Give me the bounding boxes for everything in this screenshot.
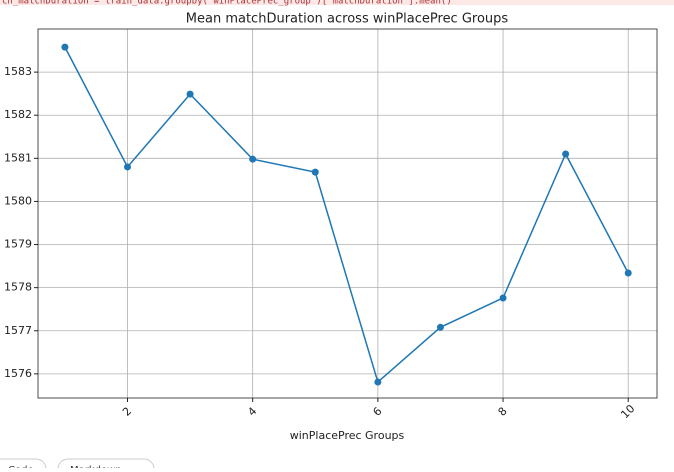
plot-frame (37, 28, 658, 399)
x-axis-label: winPlacePrec Groups (290, 429, 405, 442)
y-tick-label: 1580 (4, 194, 32, 207)
marker (249, 155, 257, 163)
chart-title: Mean matchDuration across winPlacePrec G… (186, 12, 509, 27)
y-tick-label: 1577 (4, 324, 32, 337)
marker (499, 294, 507, 302)
x-tick-label: 4 (245, 405, 259, 419)
x-tick-label: 8 (496, 405, 510, 419)
marker (311, 168, 319, 176)
y-tick-label: 1576 (4, 367, 32, 380)
code-line: ch_matchDuration = train_data.groupby('w… (2, 0, 452, 7)
marker (436, 323, 444, 331)
y-tick-label: 1578 (4, 281, 32, 294)
marker (61, 43, 69, 51)
y-tick-label: 1581 (4, 151, 32, 164)
y-tick-label: 1582 (4, 108, 32, 121)
x-tick-label: 10 (618, 402, 637, 421)
line (64, 46, 629, 384)
x-tick-label: 6 (370, 405, 384, 419)
y-tick-label: 1579 (4, 238, 32, 251)
marker (186, 90, 194, 98)
marker (562, 150, 570, 158)
code-bg (0, 0, 674, 5)
marker (124, 163, 132, 171)
y-tick-label: 1583 (4, 65, 32, 78)
marker (374, 378, 382, 386)
marker (624, 269, 632, 277)
x-tick-label: 2 (120, 405, 134, 419)
